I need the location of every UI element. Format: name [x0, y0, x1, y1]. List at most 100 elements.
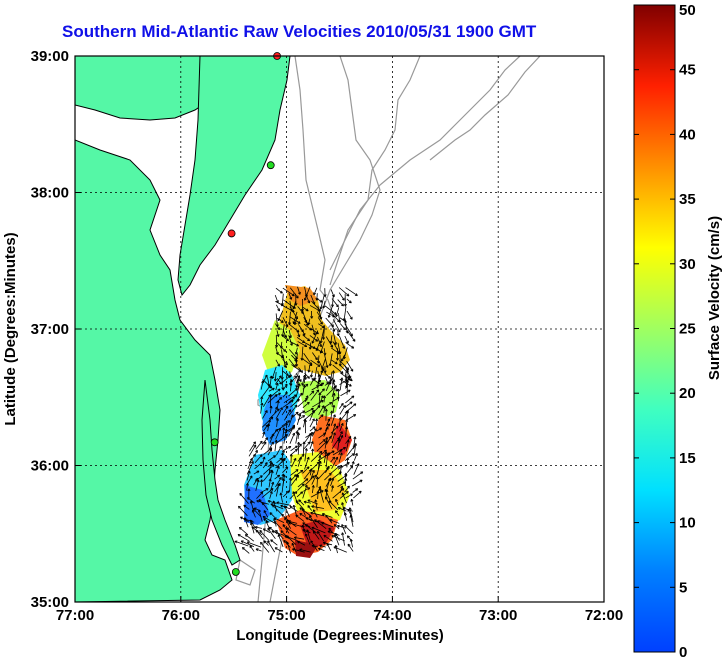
velocity-arrow [263, 464, 275, 475]
colorbar-tick-label: 40 [679, 126, 696, 143]
velocity-arrow [345, 439, 350, 452]
velocity-arrow [303, 316, 308, 324]
colorbar [633, 4, 676, 653]
velocity-arrow [345, 401, 353, 408]
velocity-arrow [317, 374, 321, 389]
velocity-arrow [325, 496, 333, 510]
velocity-arrow [289, 379, 293, 392]
velocity-arrow [260, 541, 270, 553]
colorbar-tick-label: 10 [679, 515, 696, 532]
x-axis-label: Longitude (Degrees:Minutes) [236, 627, 444, 644]
x-tick-label: 72:00 [585, 607, 623, 624]
velocity-arrow [323, 406, 327, 413]
velocity-arrow [288, 375, 297, 385]
velocity-arrow [309, 409, 315, 422]
velocity-arrow [338, 292, 345, 301]
velocity-arrow [297, 341, 308, 348]
velocity-arrow [246, 541, 262, 548]
velocity-arrow [311, 526, 326, 534]
velocity-arrow [336, 388, 341, 402]
velocity-arrow [303, 469, 312, 480]
y-tick-label: 36:00 [31, 458, 69, 475]
velocity-arrow [288, 293, 293, 300]
velocity-arrow [338, 417, 342, 427]
velocity-arrow [241, 547, 250, 554]
velocity-arrow [330, 414, 336, 426]
velocity-arrow [288, 329, 292, 339]
velocity-arrow [310, 490, 324, 498]
x-tick-label: 76:00 [162, 607, 200, 624]
station-marker [266, 161, 275, 170]
velocity-arrow [330, 477, 335, 487]
velocity-arrow [288, 424, 295, 437]
velocity-arrow [269, 491, 273, 499]
velocity-arrow [246, 470, 251, 481]
velocity-arrow [329, 518, 340, 524]
velocity-arrow [275, 418, 279, 427]
colorbar-tick-label: 30 [679, 256, 696, 273]
velocity-arrow [276, 377, 282, 385]
velocity-arrow [267, 499, 277, 505]
velocity-arrow [335, 348, 340, 361]
velocity-arrow [304, 475, 315, 486]
velocity-arrow [332, 330, 338, 345]
velocity-arrow [348, 507, 354, 523]
velocity-arrow [324, 472, 332, 481]
velocity-arrow [337, 299, 344, 307]
x-tick-label: 74:00 [373, 607, 411, 624]
velocity-arrow [291, 457, 297, 468]
velocity-arrow [288, 404, 298, 416]
velocity-arrow [283, 428, 288, 444]
colorbar-label: Surface Velocity (cm/s) [706, 216, 723, 380]
velocity-arrow [290, 474, 299, 486]
velocity-arrow [330, 456, 336, 463]
velocity-arrow [286, 541, 291, 554]
velocity-arrow [289, 432, 296, 444]
velocity-arrow [262, 516, 276, 524]
velocity-arrow [302, 401, 310, 408]
velocity-arrow [311, 505, 325, 509]
velocity-arrow [282, 328, 287, 338]
velocity-arrow [245, 482, 249, 491]
velocity-arrow [274, 474, 281, 480]
velocity-arrow [251, 509, 256, 518]
y-axis-label: Latitude (Degrees:Minutes) [2, 232, 19, 425]
velocity-arrow [270, 539, 278, 546]
velocity-arrow [337, 524, 346, 529]
velocity-arrow [247, 457, 253, 469]
velocity-arrow [309, 515, 318, 529]
velocity-arrow [261, 488, 274, 498]
velocity-arrow [257, 509, 263, 522]
velocity-arrow [328, 353, 333, 367]
velocity-arrow [304, 372, 310, 379]
velocity-arrow [243, 517, 249, 528]
velocity-arrow [322, 325, 326, 340]
velocity-arrow [324, 488, 332, 503]
velocity-arrow [310, 359, 321, 367]
velocity-arrow [304, 456, 310, 470]
velocity-arrow [297, 469, 304, 475]
velocity-arrow [290, 445, 298, 452]
velocity-arrow [317, 336, 323, 348]
velocity-arrow [309, 370, 314, 378]
velocity-arrow [282, 287, 295, 297]
velocity-arrow [255, 440, 263, 450]
velocity-arrow [269, 375, 273, 385]
velocity-arrow [260, 380, 265, 390]
velocity-arrow [261, 416, 274, 428]
velocity-arrow [267, 527, 276, 539]
velocity-arrow [291, 542, 297, 553]
velocity-arrow [313, 287, 318, 296]
velocity-arrow [302, 334, 310, 342]
velocity-arrow [297, 441, 301, 455]
velocity-arrow [276, 445, 282, 456]
velocity-arrow [319, 328, 325, 344]
velocity-arrow [309, 390, 315, 396]
land-outer-banks [201, 379, 241, 566]
velocity-arrow [298, 367, 303, 373]
velocity-arrow [238, 505, 248, 517]
velocity-arrow [309, 335, 319, 342]
velocity-arrow [297, 483, 305, 491]
velocity-arrow [318, 487, 325, 503]
velocity-arrow [325, 336, 334, 348]
